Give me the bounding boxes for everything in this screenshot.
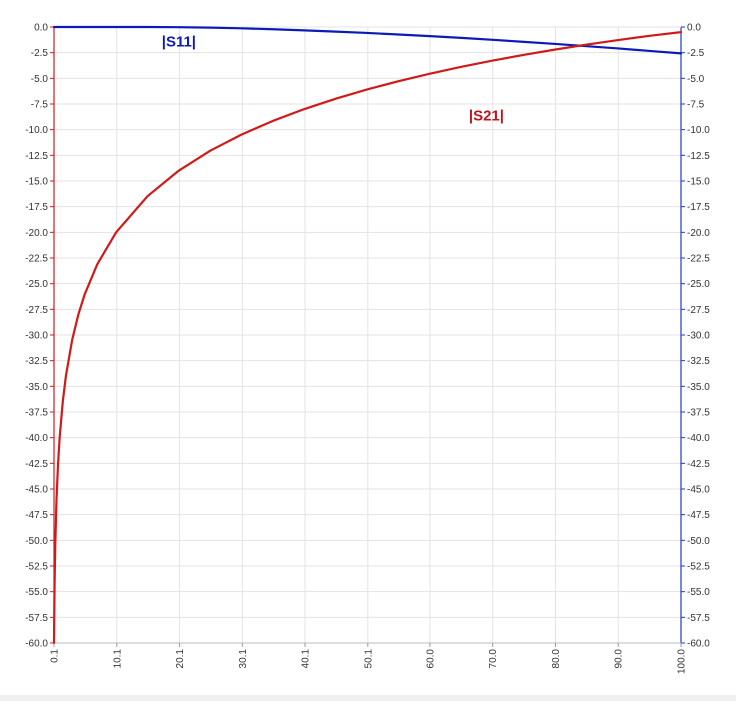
y-tick-label-left: -37.5 xyxy=(25,408,48,419)
x-tick-label: 30.1 xyxy=(238,649,249,669)
y-tick-label-right: -40.0 xyxy=(687,433,710,444)
y-tick-label-right: -15.0 xyxy=(687,177,710,188)
y-tick-label-right: -42.5 xyxy=(687,459,710,470)
y-tick-label-left: 0.0 xyxy=(34,23,48,34)
y-tick-label-right: -20.0 xyxy=(687,228,710,239)
y-axis-right-ticks: 0.0 -2.5 -5.0 -7.5 -10.0 -12.5 -15.0 -17.5 -20.0… xyxy=(681,23,710,650)
x-tick-label: 0.1 xyxy=(50,649,61,663)
y-tick-label-right: -47.5 xyxy=(687,510,710,521)
y-tick-label-right: -27.5 xyxy=(687,305,710,316)
series-label-s11: |S11| xyxy=(162,34,196,51)
x-tick-label: 40.1 xyxy=(301,649,312,669)
y-tick-label-left: -10.0 xyxy=(25,125,48,136)
y-tick-label-left: -50.0 xyxy=(25,536,48,547)
y-tick-label-right: -50.0 xyxy=(687,536,710,547)
y-tick-label-right: -37.5 xyxy=(687,408,710,419)
y-tick-label-right: -57.5 xyxy=(687,613,710,624)
x-tick-label: 90.0 xyxy=(614,649,625,669)
x-tick-label: 60.0 xyxy=(425,649,436,669)
y-tick-label-left: -27.5 xyxy=(25,305,48,316)
series-label-s21: |S21| xyxy=(469,107,504,124)
y-tick-label-left: -55.0 xyxy=(25,587,48,598)
series-line-s21 xyxy=(52,31,683,645)
y-tick-label-right: -35.0 xyxy=(687,382,710,393)
y-tick-label-right: -52.5 xyxy=(687,562,710,573)
bottom-strip xyxy=(0,695,736,701)
y-tick-label-left: -40.0 xyxy=(25,433,48,444)
y-tick-label-left: -60.0 xyxy=(25,639,48,650)
x-tick-label: 50.1 xyxy=(363,649,374,669)
y-tick-label-left: -22.5 xyxy=(25,254,48,265)
y-tick-label-left: -15.0 xyxy=(25,177,48,188)
series-annotations: |S11| |S21| xyxy=(162,34,504,125)
y-tick-label-right: -12.5 xyxy=(687,151,710,162)
y-tick-label-right: -5.0 xyxy=(687,74,705,85)
y-tick-label-right: -60.0 xyxy=(687,639,710,650)
x-tick-label: 10.1 xyxy=(112,649,123,669)
y-tick-label-right: -17.5 xyxy=(687,202,710,213)
x-tick-label: 100.0 xyxy=(677,649,688,674)
y-tick-label-left: -20.0 xyxy=(25,228,48,239)
x-axis-ticks: 0.1 10.1 20.1 30.1 40.1 50.1 60.0 70.0 80.0 90.0 1… xyxy=(50,643,688,674)
x-tick-label: 20.1 xyxy=(175,649,186,669)
y-tick-label-left: -45.0 xyxy=(25,485,48,496)
y-tick-label-left: -7.5 xyxy=(31,100,49,111)
y-axis-left-ticks: 0.0 -2.5 -5.0 -7.5 -10.0 -12.5 -15.0 -17.5 -20.0… xyxy=(25,23,54,650)
y-tick-label-right: -2.5 xyxy=(687,48,705,59)
y-tick-label-right: -30.0 xyxy=(687,331,710,342)
y-tick-label-left: -17.5 xyxy=(25,202,48,213)
y-tick-label-right: -45.0 xyxy=(687,485,710,496)
y-tick-label-right: -32.5 xyxy=(687,356,710,367)
x-tick-label: 80.0 xyxy=(551,649,562,669)
y-tick-label-right: -22.5 xyxy=(687,254,710,265)
y-tick-label-right: -25.0 xyxy=(687,279,710,290)
series-lines xyxy=(52,25,683,645)
y-tick-label-right: -55.0 xyxy=(687,587,710,598)
x-tick-label: 70.0 xyxy=(488,649,499,669)
y-tick-label-left: -47.5 xyxy=(25,510,48,521)
y-tick-label-left: -5.0 xyxy=(31,74,49,85)
y-tick-label-left: -57.5 xyxy=(25,613,48,624)
y-tick-label-left: -52.5 xyxy=(25,562,48,573)
y-tick-label-left: -42.5 xyxy=(25,459,48,470)
y-tick-label-left: -12.5 xyxy=(25,151,48,162)
y-tick-label-left: -25.0 xyxy=(25,279,48,290)
y-tick-label-right: -7.5 xyxy=(687,100,705,111)
y-tick-label-left: -35.0 xyxy=(25,382,48,393)
y-tick-label-left: -30.0 xyxy=(25,331,48,342)
y-tick-label-left: -2.5 xyxy=(31,48,49,59)
y-tick-label-left: -32.5 xyxy=(25,356,48,367)
y-tick-label-right: 0.0 xyxy=(687,23,701,34)
y-tick-label-right: -10.0 xyxy=(687,125,710,136)
